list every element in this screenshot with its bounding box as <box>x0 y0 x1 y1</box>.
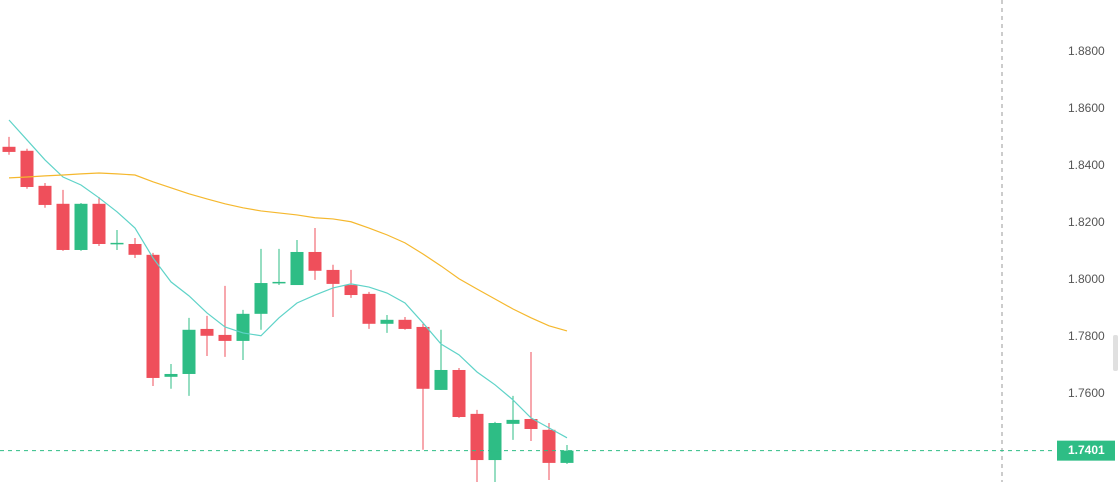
candle-body <box>38 185 52 205</box>
candle-body <box>92 203 106 244</box>
moving-average-line <box>8 119 568 439</box>
candles <box>2 136 574 482</box>
candle-body <box>398 319 412 329</box>
y-tick-label: 1.7600 <box>1068 386 1105 400</box>
y-tick-label: 1.7800 <box>1068 329 1105 343</box>
y-tick-label: 1.8600 <box>1068 101 1105 115</box>
candle-body <box>362 293 376 324</box>
candle-body <box>290 251 304 286</box>
scroll-handle[interactable] <box>1113 335 1118 371</box>
candle-body <box>308 251 322 271</box>
candle-body <box>110 242 124 245</box>
candle-body <box>56 203 70 250</box>
candle-body <box>380 319 394 324</box>
candle-body <box>344 285 358 296</box>
candle-body <box>326 269 340 284</box>
candle-body <box>164 373 178 377</box>
last-price-box <box>1057 440 1115 461</box>
candle-body <box>200 328 214 336</box>
candle-body <box>524 419 538 429</box>
candle-body <box>434 369 448 390</box>
candle-body <box>236 313 250 341</box>
candle-body <box>74 203 88 250</box>
candle-body <box>506 419 520 424</box>
y-tick-label: 1.8800 <box>1068 44 1105 58</box>
candle-body <box>128 243 142 255</box>
candle-body <box>2 146 16 152</box>
y-tick-label: 1.8200 <box>1068 215 1105 229</box>
candle-body <box>254 283 268 314</box>
candle-body <box>542 429 556 463</box>
candle-body <box>416 326 430 389</box>
candle-body <box>470 413 484 461</box>
moving-average-line <box>8 172 568 332</box>
candle-body <box>218 334 232 341</box>
candle-body <box>452 369 466 418</box>
y-tick-label: 1.8000 <box>1068 272 1105 286</box>
y-tick-label: 1.8400 <box>1068 158 1105 172</box>
last-price-label: 1.7401 <box>1068 443 1105 457</box>
candle-body <box>488 422 502 461</box>
candle-body <box>272 281 286 284</box>
candle-body <box>560 450 574 463</box>
candle-body <box>182 329 196 374</box>
candle-body <box>20 150 34 187</box>
candle-body <box>146 254 160 378</box>
